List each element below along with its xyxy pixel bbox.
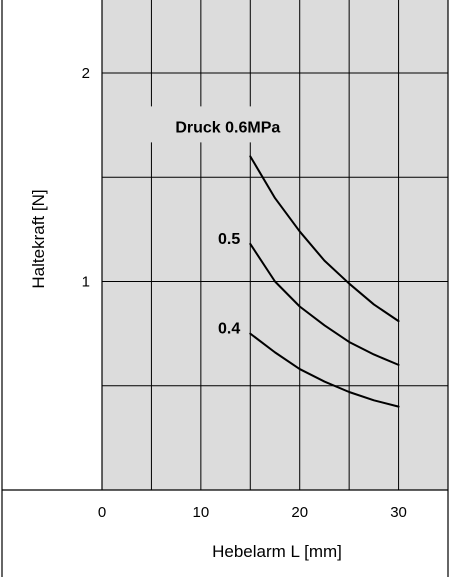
x-tick-label: 10 [193,504,210,521]
series-label: 0.4 [218,321,240,338]
series-label-backdrop [208,223,247,248]
plot-area [102,0,448,490]
x-tick-label: 30 [390,504,407,521]
series-line [249,332,400,408]
series-label: 0.5 [218,231,240,248]
series-label-backdrop [208,313,247,338]
series-labels: Druck 0.6MPa 0.5 0.4 [120,106,281,338]
x-tick-label: 20 [291,504,308,521]
series-label-backdrop [120,106,281,143]
series-lines [249,155,400,408]
series-label: Druck 0.6MPa [175,119,280,136]
series-line [249,242,400,366]
tick-labels: 0 10 20 30 1 2 [82,65,407,521]
series-line [249,155,400,323]
grid-lines [102,0,448,490]
x-axis-title: Hebelarm L [mm] [212,542,342,561]
y-axis-title: Haltekraft [N] [29,189,48,288]
y-tick-label: 1 [82,273,90,290]
x-tick-label: 0 [98,504,106,521]
y-tick-label: 2 [82,65,90,82]
